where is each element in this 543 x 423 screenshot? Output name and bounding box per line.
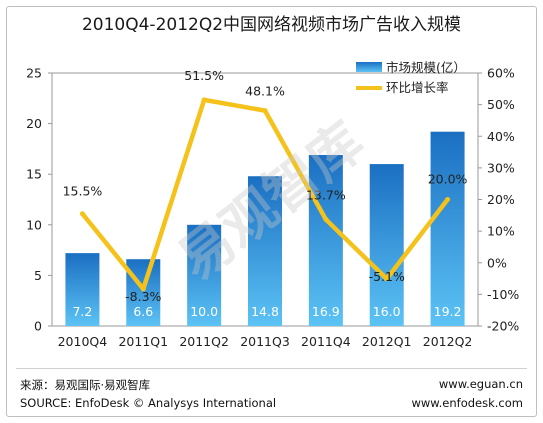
right-axis-tick-label: 10% <box>487 224 515 239</box>
x-axis-category-label: 2011Q4 <box>301 334 351 349</box>
right-axis-tick-label: 0% <box>487 255 507 270</box>
chart-title: 2010Q4-2012Q2中国网络视频市场广告收入规模 <box>81 15 462 35</box>
bar <box>369 164 404 326</box>
left-axis-tick-label: 15 <box>26 167 42 182</box>
right-axis-tick-label: 50% <box>487 97 515 112</box>
bar-value-label: 10.0 <box>190 304 218 319</box>
growth-rate-label: 20.0% <box>428 172 468 187</box>
bar-value-label: 6.6 <box>133 304 153 319</box>
right-axis-tick-label: -20% <box>487 319 519 334</box>
legend-line-label: 环比增长率 <box>386 80 449 95</box>
bar-value-label: 16.9 <box>312 304 340 319</box>
growth-rate-label: -8.3% <box>125 289 161 304</box>
legend-bar-swatch <box>356 62 382 72</box>
bar <box>187 224 222 326</box>
url-eguan: www.eguan.cn <box>438 377 523 391</box>
growth-rate-label: 15.5% <box>63 184 103 199</box>
growth-rate-point <box>323 216 329 222</box>
growth-rate-label: 51.5% <box>184 68 224 83</box>
growth-rate-point <box>384 276 390 282</box>
bar <box>308 154 343 326</box>
growth-rate-label: 48.1% <box>245 84 285 99</box>
left-axis-tick-label: 5 <box>34 268 42 283</box>
legend-bar-label: 市场规模(亿） <box>386 60 466 75</box>
bar <box>126 259 161 326</box>
source-cn: 来源：易观国际·易观智库 <box>20 378 151 392</box>
growth-rate-point <box>201 97 207 103</box>
right-axis-tick-label: 60% <box>487 66 515 81</box>
x-axis-category-label: 2012Q2 <box>423 334 473 349</box>
bar <box>248 176 282 326</box>
x-axis-category-label: 2010Q4 <box>58 334 108 349</box>
growth-rate-point <box>262 108 268 114</box>
left-axis-tick-label: 10 <box>26 217 42 232</box>
url-enfodesk: www.enfodesk.com <box>411 396 523 410</box>
x-axis-category-label: 2012Q1 <box>362 334 412 349</box>
right-axis-tick-label: 40% <box>487 129 515 144</box>
growth-rate-label: 13.7% <box>306 187 346 202</box>
bar <box>65 253 100 326</box>
left-axis-tick-label: 0 <box>34 319 42 334</box>
x-axis-category-label: 2011Q1 <box>118 334 168 349</box>
footer-separator <box>16 368 527 369</box>
growth-rate-point <box>79 211 85 217</box>
right-axis-tick-label: 20% <box>487 192 515 207</box>
growth-rate-label: -5.1% <box>369 269 405 284</box>
growth-rate-point <box>445 197 451 202</box>
x-axis-category-label: 2011Q3 <box>240 334 290 349</box>
left-axis-tick-label: 25 <box>26 66 42 81</box>
left-axis-tick-label: 20 <box>26 116 42 131</box>
x-axis-category-label: 2011Q2 <box>179 334 229 349</box>
source-en: SOURCE: EnfoDesk © Analysys Internationa… <box>20 396 277 410</box>
right-axis-tick-label: 30% <box>487 160 515 175</box>
bar <box>430 131 465 326</box>
right-axis-tick-label: -10% <box>487 287 519 302</box>
bar-value-label: 16.0 <box>373 304 401 319</box>
bar-value-label: 14.8 <box>251 304 279 319</box>
growth-rate-point <box>140 286 146 292</box>
bar-value-label: 7.2 <box>72 304 92 319</box>
bar-value-label: 19.2 <box>434 304 462 319</box>
